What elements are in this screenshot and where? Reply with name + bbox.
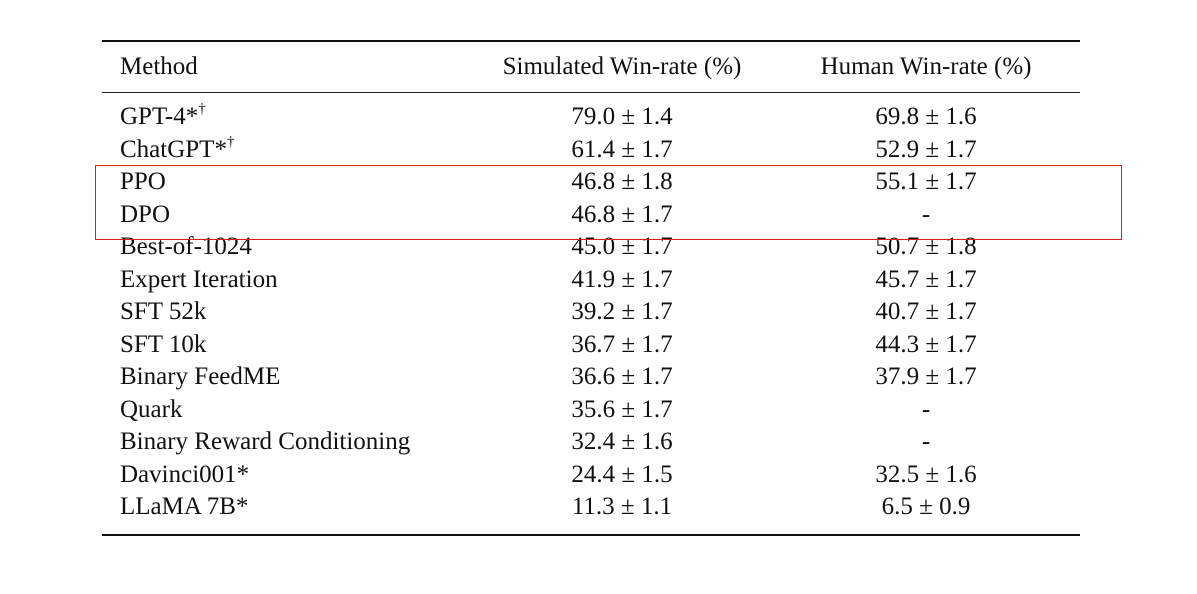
- table-row: Expert Iteration 41.9 ± 1.7 45.7 ± 1.7: [102, 264, 1080, 297]
- method-name: Davinci001*: [120, 460, 250, 488]
- table-row: Binary FeedME 36.6 ± 1.7 37.9 ± 1.7: [102, 361, 1080, 394]
- method-name: GPT-4*: [120, 103, 199, 131]
- table-row: SFT 52k 39.2 ± 1.7 40.7 ± 1.7: [102, 296, 1080, 329]
- simulated-win-rate-cell: 39.2 ± 1.7: [571, 298, 673, 326]
- method-cell: Davinci001*: [102, 459, 472, 491]
- table-row: LLaMA 7B* 11.3 ± 1.1 6.5 ± 0.9: [102, 491, 1080, 524]
- human-win-rate-cell: -: [921, 200, 931, 228]
- method-name: SFT 52k: [120, 298, 207, 326]
- method-name: Binary Reward Conditioning: [120, 428, 411, 456]
- method-name: SFT 10k: [120, 330, 207, 358]
- simulated-win-rate-cell: 46.8 ± 1.7: [571, 200, 673, 228]
- method-name: Expert Iteration: [120, 265, 278, 293]
- table-row: Quark 35.6 ± 1.7 -: [102, 394, 1080, 427]
- method-cell: Expert Iteration: [102, 264, 472, 296]
- method-cell: Best-of-1024: [102, 231, 472, 263]
- bottom-rule: [102, 533, 1080, 536]
- table-row: GPT-4*† 79.0 ± 1.4 69.8 ± 1.6: [102, 101, 1080, 134]
- human-win-rate-cell: 44.3 ± 1.7: [875, 330, 977, 358]
- method-cell: LLaMA 7B*: [102, 491, 472, 523]
- human-win-rate-cell: 37.9 ± 1.7: [875, 363, 977, 391]
- method-name: PPO: [120, 168, 166, 196]
- method-cell: Quark: [102, 394, 472, 426]
- method-name: Binary FeedME: [120, 363, 281, 391]
- human-win-rate-cell: 32.5 ± 1.6: [875, 460, 977, 488]
- simulated-win-rate-cell: 45.0 ± 1.7: [571, 233, 673, 261]
- simulated-win-rate-cell: 36.6 ± 1.7: [571, 363, 673, 391]
- method-name: ChatGPT*: [120, 135, 227, 163]
- table-body: GPT-4*† 79.0 ± 1.4 69.8 ± 1.6 ChatGPT*† 61.4…: [102, 101, 1080, 524]
- table-row: Best-of-1024 45.0 ± 1.7 50.7 ± 1.8: [102, 231, 1080, 264]
- header-simulated-win-rate: Simulated Win-rate (%): [502, 53, 742, 80]
- human-win-rate-cell: 40.7 ± 1.7: [875, 298, 977, 326]
- header-rule: [102, 92, 1080, 93]
- method-name: DPO: [120, 200, 171, 228]
- human-win-rate-cell: 52.9 ± 1.7: [875, 135, 977, 163]
- human-win-rate-cell: -: [921, 428, 931, 456]
- method-cell: Binary FeedME: [102, 361, 472, 393]
- method-name: Best-of-1024: [120, 233, 252, 261]
- simulated-win-rate-cell: 35.6 ± 1.7: [571, 395, 673, 423]
- simulated-win-rate-cell: 11.3 ± 1.1: [571, 493, 673, 521]
- human-win-rate-cell: 50.7 ± 1.8: [875, 233, 977, 261]
- simulated-win-rate-cell: 32.4 ± 1.6: [571, 428, 673, 456]
- table-row: ChatGPT*† 61.4 ± 1.7 52.9 ± 1.7: [102, 134, 1080, 167]
- table-row: PPO 46.8 ± 1.8 55.1 ± 1.7: [102, 166, 1080, 199]
- header-method: Method: [120, 53, 198, 80]
- method-cell: DPO: [102, 199, 472, 231]
- simulated-win-rate-cell: 46.8 ± 1.8: [571, 168, 673, 196]
- table-row: SFT 10k 36.7 ± 1.7 44.3 ± 1.7: [102, 329, 1080, 362]
- method-cell: SFT 10k: [102, 329, 472, 361]
- method-cell: SFT 52k: [102, 296, 472, 328]
- method-cell: GPT-4*†: [102, 101, 472, 133]
- human-win-rate-cell: -: [921, 395, 931, 423]
- dagger-footnote-mark: †: [198, 101, 206, 118]
- table-row: Binary Reward Conditioning 32.4 ± 1.6 -: [102, 426, 1080, 459]
- human-win-rate-cell: 69.8 ± 1.6: [875, 103, 977, 131]
- method-cell: PPO: [102, 166, 472, 198]
- human-win-rate-cell: 6.5 ± 0.9: [881, 493, 971, 521]
- simulated-win-rate-cell: 79.0 ± 1.4: [571, 103, 673, 131]
- dagger-footnote-mark: †: [226, 133, 235, 150]
- simulated-win-rate-cell: 36.7 ± 1.7: [571, 330, 673, 358]
- human-win-rate-cell: 55.1 ± 1.7: [875, 168, 977, 196]
- top-rule: [102, 40, 1080, 42]
- table-header: Method Simulated Win-rate (%) Human Win-…: [102, 42, 1080, 92]
- simulated-win-rate-cell: 61.4 ± 1.7: [571, 135, 673, 163]
- human-win-rate-cell: 45.7 ± 1.7: [875, 265, 977, 293]
- method-cell: ChatGPT*†: [102, 134, 472, 166]
- method-cell: Binary Reward Conditioning: [102, 426, 472, 458]
- table-row: DPO 46.8 ± 1.7 -: [102, 199, 1080, 232]
- header-human-win-rate: Human Win-rate (%): [820, 53, 1032, 80]
- simulated-win-rate-cell: 24.4 ± 1.5: [571, 460, 673, 488]
- method-name: Quark: [120, 395, 183, 423]
- table-row: Davinci001* 24.4 ± 1.5 32.5 ± 1.6: [102, 459, 1080, 492]
- method-name: LLaMA 7B*: [120, 493, 249, 521]
- results-table: Method Simulated Win-rate (%) Human Win-…: [102, 40, 1080, 536]
- simulated-win-rate-cell: 41.9 ± 1.7: [571, 265, 673, 293]
